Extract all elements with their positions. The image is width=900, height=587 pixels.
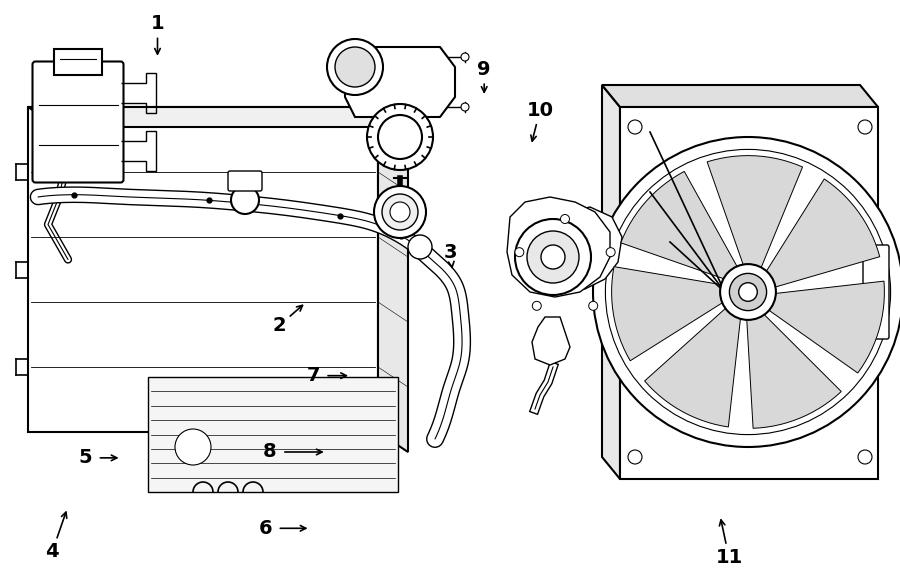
Circle shape [382, 194, 418, 230]
Circle shape [729, 274, 767, 311]
Polygon shape [148, 377, 398, 492]
Polygon shape [707, 156, 803, 269]
Circle shape [720, 264, 776, 320]
Text: 10: 10 [526, 101, 554, 120]
Circle shape [367, 104, 433, 170]
Polygon shape [28, 107, 378, 432]
Circle shape [374, 186, 426, 238]
FancyBboxPatch shape [32, 62, 123, 183]
Text: 4: 4 [45, 542, 59, 561]
Circle shape [335, 47, 375, 87]
Polygon shape [545, 207, 622, 289]
Polygon shape [602, 85, 878, 107]
FancyBboxPatch shape [54, 49, 102, 75]
Polygon shape [602, 85, 620, 479]
Circle shape [390, 202, 410, 222]
Text: 2: 2 [272, 316, 286, 335]
Circle shape [541, 245, 565, 269]
Polygon shape [620, 107, 878, 479]
Circle shape [408, 235, 432, 259]
Polygon shape [532, 317, 570, 365]
Circle shape [561, 214, 570, 224]
FancyBboxPatch shape [228, 171, 262, 191]
Circle shape [327, 39, 383, 95]
Polygon shape [621, 171, 738, 279]
Circle shape [593, 137, 900, 447]
Circle shape [628, 120, 642, 134]
FancyBboxPatch shape [863, 245, 889, 339]
Polygon shape [747, 313, 842, 429]
Circle shape [461, 103, 469, 111]
Polygon shape [507, 197, 610, 297]
Text: 11: 11 [716, 548, 742, 567]
Polygon shape [768, 281, 885, 373]
Circle shape [378, 115, 422, 159]
Polygon shape [612, 266, 724, 361]
Text: 6: 6 [258, 519, 273, 538]
Polygon shape [28, 107, 408, 127]
Text: 5: 5 [78, 448, 93, 467]
Text: 3: 3 [443, 243, 456, 262]
Circle shape [858, 120, 872, 134]
Text: 9: 9 [478, 60, 491, 79]
Circle shape [628, 450, 642, 464]
Circle shape [739, 283, 757, 301]
Circle shape [461, 53, 469, 61]
Circle shape [515, 248, 524, 257]
Circle shape [231, 186, 259, 214]
Text: 7: 7 [306, 366, 320, 385]
Text: 1: 1 [150, 14, 165, 33]
Circle shape [175, 429, 211, 465]
Polygon shape [766, 179, 880, 288]
Polygon shape [345, 47, 455, 117]
Circle shape [532, 301, 541, 311]
Circle shape [858, 450, 872, 464]
Circle shape [607, 248, 616, 257]
Polygon shape [644, 308, 741, 427]
Circle shape [527, 231, 579, 283]
Text: 8: 8 [263, 443, 277, 461]
Circle shape [589, 301, 598, 311]
Polygon shape [378, 107, 408, 452]
Circle shape [515, 219, 591, 295]
Circle shape [606, 150, 891, 434]
